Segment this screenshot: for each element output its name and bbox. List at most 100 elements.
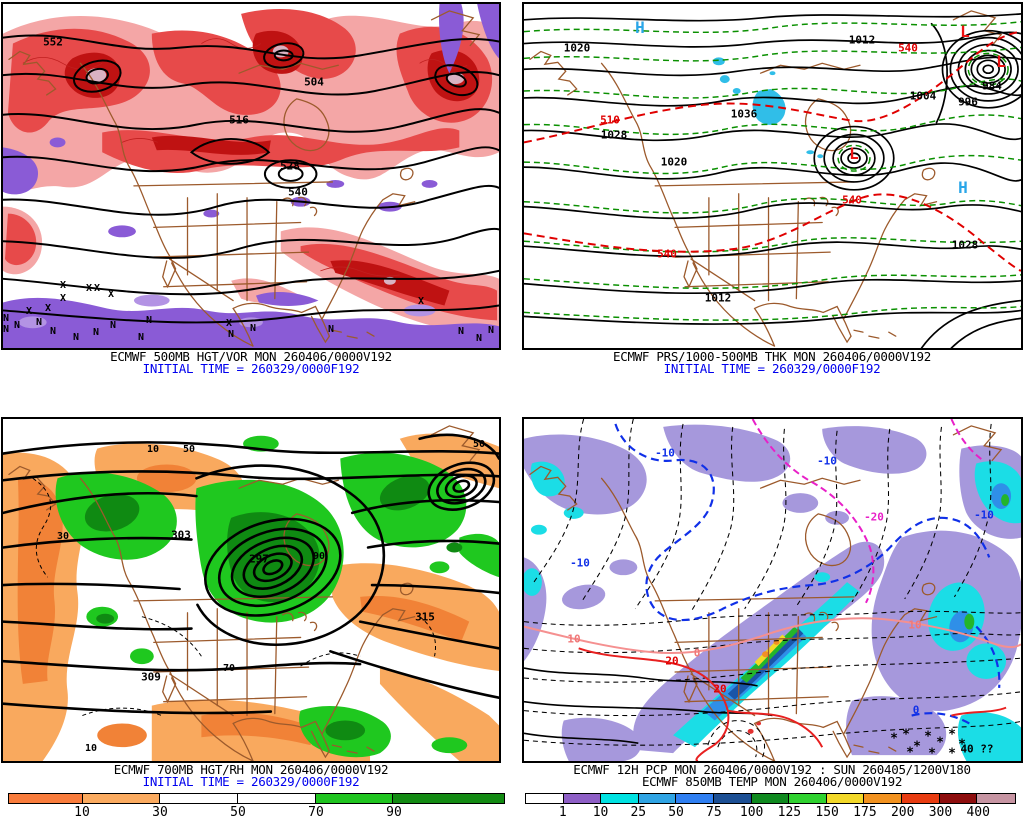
pressure-label: 1028	[951, 238, 979, 252]
vort-min-marker: N	[2, 313, 10, 324]
map-700mb-hgt-rh	[1, 417, 501, 763]
low-pressure-marker: L	[960, 22, 970, 41]
caption-500mb: ECMWF 500MB HGT/VOR MON 260406/0000V192	[110, 349, 392, 364]
misc-map-label: 40 ??	[960, 742, 994, 756]
rh-contour-label: 70	[222, 663, 236, 674]
vort-min-marker: N	[13, 320, 21, 331]
panel-pcp-850temp: ECMWF 12H PCP MON 260406/0000V192 : SUN …	[512, 409, 1024, 819]
rh-contour-label: 50	[472, 439, 486, 450]
caption-mslp: ECMWF PRS/1000-500MB THK MON 260406/0000…	[613, 349, 931, 364]
colorbar-tick-label: 50	[668, 805, 684, 819]
panel-700mb-hgt-rh: ECMWF 700MB HGT/RH MON 260406/0000V192 I…	[0, 409, 512, 819]
panel-mslp-thickness: ECMWF PRS/1000-500MB THK MON 260406/0000…	[512, 0, 1024, 409]
colorbar-segment	[977, 794, 1015, 803]
high-pressure-marker: H	[635, 18, 645, 37]
height-contour-label: 315	[415, 610, 435, 624]
colorbar-tick-label: 50	[230, 805, 246, 819]
colorbar-segment	[82, 794, 161, 803]
snow-marker: *	[948, 727, 956, 743]
temp-label-warm: 0	[693, 646, 701, 660]
colorbar-tick-label: 10	[74, 805, 90, 819]
vort-min-marker: N	[92, 327, 100, 338]
temp-contours-dashed	[524, 419, 1021, 758]
rh-contour-label: 10	[146, 444, 160, 455]
initial-time-700mb: INITIAL TIME = 260329/0000F192	[142, 774, 360, 789]
map-canvas-rh	[3, 425, 499, 761]
map-500mb-hgt-vor	[1, 2, 501, 350]
snow-marker: *	[958, 737, 966, 753]
isobar-contours	[524, 13, 1021, 348]
height-contour-label: 540	[288, 185, 308, 199]
colorbar-segment	[826, 794, 865, 803]
vort-min-marker: N	[137, 332, 145, 343]
vort-min-marker: N	[35, 317, 43, 328]
vort-min-marker: N	[475, 333, 483, 344]
height-contour-label: 309	[141, 670, 161, 684]
snow-marker: *	[913, 739, 921, 755]
temp-label-warm: 10	[567, 632, 581, 646]
pressure-label: 1012	[704, 291, 732, 305]
colorbar-segment	[789, 794, 827, 803]
pcp-colorbar	[525, 793, 1016, 804]
rh-contour-label: 30	[56, 531, 70, 542]
low-pressure-marker: L	[849, 144, 859, 163]
colorbar-tick-label: 25	[630, 805, 647, 819]
snow-marker: *	[902, 727, 910, 743]
rh-colorbar-ticks: 10 30 50 70 90	[8, 805, 505, 819]
height-contours	[3, 433, 499, 715]
colorbar-segment	[939, 794, 978, 803]
thickness-contours-green	[524, 21, 1021, 321]
colorbar-tick-label: 175	[853, 805, 877, 819]
height-contour-label: 552	[43, 35, 63, 49]
colorbar-tick-label: 150	[815, 805, 839, 819]
map-canvas-mslp	[524, 10, 1021, 348]
thickness-label: 540	[657, 247, 677, 261]
caption-700mb: ECMWF 700MB HGT/RH MON 260406/0000V192	[113, 762, 389, 777]
snow-marker: *	[890, 731, 898, 747]
temp-contour-magenta-dashed	[751, 419, 984, 604]
colorbar-segment	[751, 794, 790, 803]
pressure-label: 1004	[909, 89, 937, 103]
temp-label-magenta: -20	[864, 510, 884, 524]
colorbar-segment	[393, 794, 504, 803]
colorbar-tick-label: 70	[308, 805, 324, 819]
temp-label-warm: 10	[908, 618, 922, 632]
colorbar-segment	[238, 794, 316, 803]
colorbar-segment	[676, 794, 715, 803]
colorbar-segment	[638, 794, 677, 803]
colorbar-segment	[714, 794, 752, 803]
caption-850temp: ECMWF 850MB TEMP MON 260406/0000V192	[641, 774, 903, 789]
initial-time-mslp: INITIAL TIME = 260329/0000F192	[663, 361, 881, 376]
colorbar-tick-label: 75	[706, 805, 722, 819]
colorbar-tick-label: 400	[966, 805, 990, 819]
colorbar-tick-label: 100	[739, 805, 764, 819]
vort-max-marker: X	[107, 289, 115, 300]
snow-marker: *	[906, 745, 914, 761]
vort-min-marker: N	[72, 332, 80, 343]
vorticity-contour-lines	[22, 38, 468, 277]
geography-outline	[529, 10, 1002, 347]
temp-label-cold: -10	[655, 446, 675, 460]
height-contours	[3, 34, 499, 324]
snow-marker: *	[948, 746, 956, 762]
thickness-label: 510	[600, 113, 620, 127]
thickness-contours-red	[524, 30, 1021, 272]
pressure-label: 1020	[563, 41, 591, 55]
temp-contour-red-solid	[578, 647, 1007, 761]
height-contour-label: 516	[229, 113, 249, 127]
pcp-colorbar-ticks: 1 10 25 50 75 100 125 150 175 200 300 400	[525, 805, 1016, 819]
colorbar-tick-label: 125	[777, 805, 802, 819]
rh-contour-label: 50	[182, 444, 196, 455]
colorbar-segment	[9, 794, 83, 803]
vort-max-marker: X	[93, 283, 101, 294]
colorbar-segment	[563, 794, 602, 803]
vort-min-marker: N	[109, 320, 117, 331]
vort-min-marker: N	[145, 315, 153, 326]
thickness-label: 540	[898, 41, 918, 55]
high-pressure-marker: H	[958, 178, 968, 197]
vort-max-marker: X	[85, 283, 93, 294]
snow-marker: *	[936, 735, 944, 751]
height-contour-label: 528	[280, 159, 300, 173]
vort-max-marker: X	[44, 303, 52, 314]
